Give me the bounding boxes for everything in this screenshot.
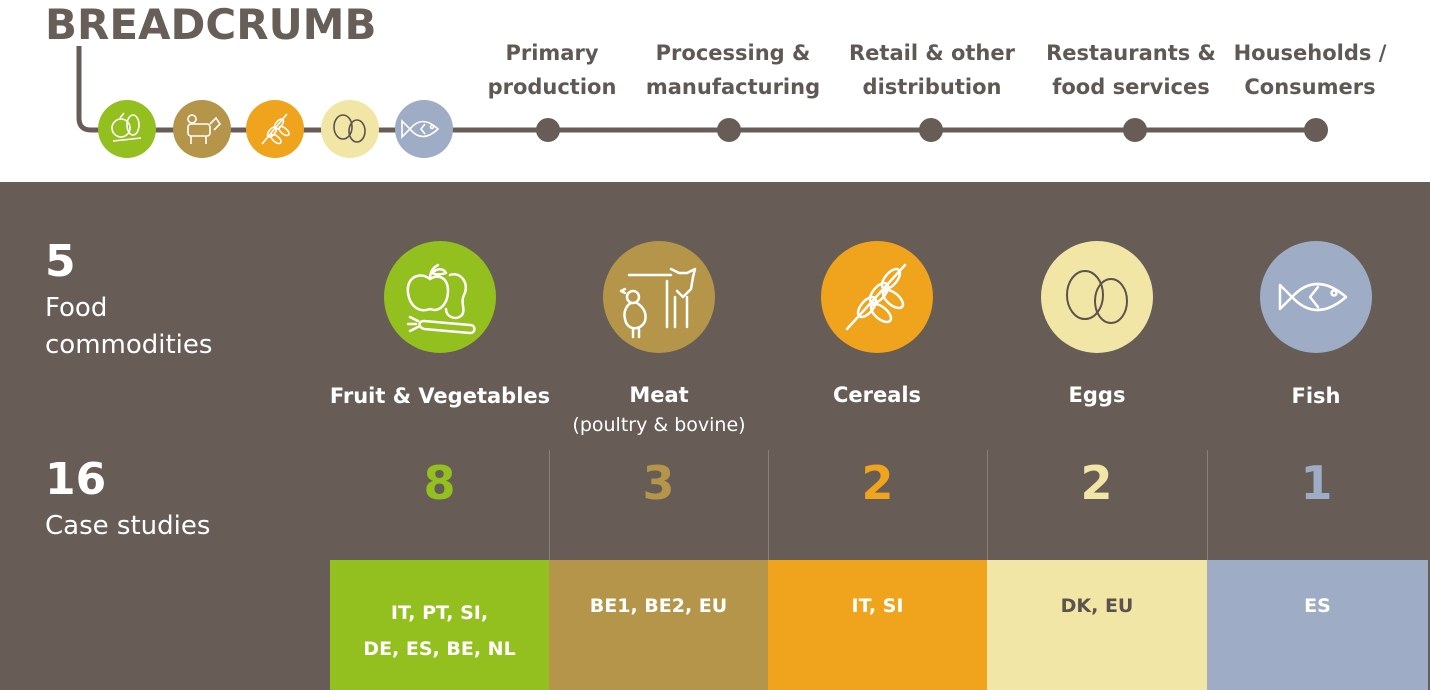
stage-label-retail: Retail & other distribution: [849, 41, 1015, 99]
case-count-fruit-vegetables: 8: [423, 456, 456, 510]
commodity-name-eggs: Eggs: [1068, 383, 1126, 407]
timeline-eggs-icon: [321, 100, 379, 158]
stage-dot-households: [1304, 118, 1328, 142]
case-count-fish: 1: [1300, 456, 1333, 510]
stage-label-restaurants: Restaurants & food services: [1046, 41, 1216, 99]
column-divider: [549, 450, 550, 560]
countries-cereals: IT, SI: [768, 560, 987, 690]
fruit-vegetables-icon: [384, 241, 496, 353]
commodity-name-meat: Meat: [629, 383, 689, 407]
commodity-name-cereals: Cereals: [832, 383, 922, 407]
stage-label-households: Households / Consumers: [1233, 41, 1387, 99]
eggs-icon: [1041, 241, 1153, 353]
commodity-name-fish: Fish: [1291, 384, 1341, 408]
stage-dot-retail: [919, 118, 943, 142]
timeline-fish-icon: [395, 100, 453, 158]
stage-dot-primary: [536, 118, 560, 142]
stage-label-processing: Processing & manufacturing: [645, 41, 821, 99]
case-count-cereals: 2: [861, 456, 894, 510]
countries-fruit-vegetables: IT, PT, SI, DE, ES, BE, NL: [330, 560, 549, 690]
countries-fish: ES: [1207, 560, 1428, 690]
page-title: BREADCRUMB: [45, 0, 377, 49]
case-count-meat: 3: [642, 456, 675, 510]
commodity-sub-meat: (poultry & bovine): [572, 414, 746, 436]
cereals-icon: [821, 241, 933, 353]
commodity-name-fruit-vegetables: Fruit & Vegetables: [329, 384, 551, 408]
column-divider: [768, 450, 769, 560]
fish-icon: [1260, 241, 1372, 353]
column-divider: [987, 450, 988, 560]
timeline-cereals-icon: [246, 100, 304, 158]
commodities-label: Food commodities: [45, 293, 213, 360]
stage-dot-processing: [717, 118, 741, 142]
timeline-fruit-vegetables-icon: [98, 100, 156, 158]
timeline-meat-icon: [173, 100, 231, 158]
stage-label-primary-production: Primary production: [487, 41, 617, 99]
column-divider: [1207, 450, 1208, 560]
meat-icon: [603, 241, 715, 353]
case-count-eggs: 2: [1080, 456, 1113, 510]
breadcrumb-timeline: [76, 46, 1328, 158]
countries-meat: BE1, BE2, EU: [549, 560, 768, 690]
commodities-count: 5: [45, 236, 76, 287]
countries-eggs: DK, EU: [987, 560, 1207, 690]
case-studies-count: 16: [45, 454, 107, 505]
case-studies-label: Case studies: [45, 511, 211, 541]
stage-dot-restaurants: [1123, 118, 1147, 142]
